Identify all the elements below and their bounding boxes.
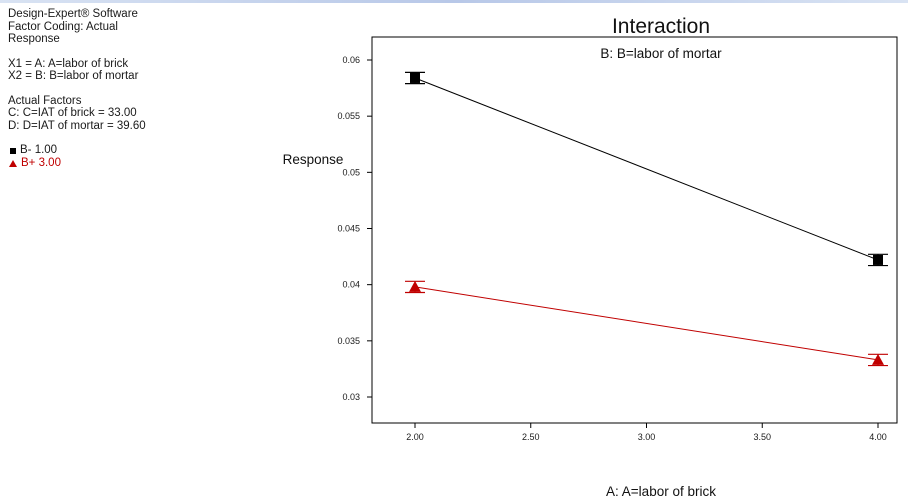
factor-d-label: D: D=IAT of mortar = 39.60 <box>8 119 146 132</box>
y-tick-label: 0.045 <box>337 224 360 234</box>
response-label: Response <box>8 33 60 45</box>
x-tick-label: 2.00 <box>406 432 424 442</box>
x-tick-label: 2.50 <box>522 432 540 442</box>
factor-c-label: C: C=IAT of brick = 33.00 <box>8 107 137 119</box>
y-tick-label: 0.04 <box>342 280 360 290</box>
plot-frame <box>371 36 898 424</box>
triangle-icon <box>9 160 17 167</box>
data-point-triangle <box>872 353 884 365</box>
y-tick-label: 0.035 <box>337 336 360 346</box>
x-axis-title: A: A=labor of brick <box>606 484 716 499</box>
chart-title: Interaction <box>612 15 710 38</box>
chart-subtitle: B: B=labor of mortar <box>600 46 722 61</box>
y-axis-title: Response <box>283 152 344 167</box>
legend-item-b-minus: B- 1.00 <box>8 144 146 157</box>
software-label: Design-Expert® Software <box>8 8 138 20</box>
factor-coding-label: Factor Coding: Actual <box>8 20 118 33</box>
x-tick-label: 3.50 <box>753 432 771 442</box>
legend-label-b-plus: B+ 3.00 <box>21 157 61 170</box>
square-icon <box>10 147 16 154</box>
series-line-1 <box>414 77 879 261</box>
y-tick-label: 0.055 <box>337 111 360 121</box>
y-tick-label: 0.03 <box>342 392 360 402</box>
x-tick-label: 4.00 <box>869 432 887 442</box>
data-point-triangle <box>409 280 421 292</box>
series-line-2 <box>414 286 879 361</box>
info-panel: Design-Expert® Software Factor Coding: A… <box>8 8 146 170</box>
actual-factors-heading: Actual Factors <box>8 94 82 107</box>
x1-label: X1 = A: A=labor of brick <box>8 57 129 70</box>
legend-item-b-plus: B+ 3.00 <box>8 157 146 170</box>
x2-label: X2 = B: B=labor of mortar <box>8 70 139 82</box>
data-point-square <box>873 254 883 265</box>
top-rule <box>0 0 908 3</box>
y-tick-label: 0.06 <box>342 55 360 65</box>
x-tick-label: 3.00 <box>638 432 656 442</box>
legend-label-b-minus: B- 1.00 <box>20 144 58 157</box>
y-tick-label: 0.05 <box>342 167 360 177</box>
data-point-square <box>410 72 420 83</box>
